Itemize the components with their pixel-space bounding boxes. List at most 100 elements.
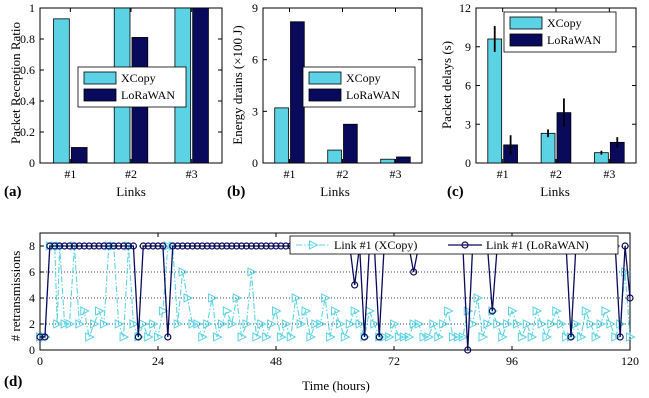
point-xcopy	[439, 319, 449, 329]
point-xcopy	[326, 332, 336, 342]
y-tick-label: 0	[252, 156, 258, 170]
bar-lorawan-1	[70, 147, 88, 164]
point-xcopy	[306, 332, 317, 342]
point-xcopy	[512, 319, 523, 329]
x-tick-label: 72	[388, 354, 400, 368]
point-xcopy	[291, 293, 302, 303]
point-xcopy	[222, 306, 233, 316]
point-xcopy	[213, 332, 223, 342]
point-xcopy	[90, 319, 100, 329]
point-lorawan	[178, 242, 187, 250]
panel-c-legend: XCopy LoRaWAN	[503, 11, 617, 53]
bar-xcopy-3	[380, 158, 395, 164]
point-xcopy	[498, 332, 508, 342]
legend-label: XCopy	[547, 16, 582, 30]
point-xcopy	[139, 319, 149, 329]
point-lorawan	[110, 242, 118, 250]
point-xcopy	[409, 319, 420, 329]
x-tick-label: #3	[390, 167, 402, 181]
point-xcopy	[95, 306, 105, 316]
point-lorawan	[46, 242, 54, 250]
point-xcopy	[596, 319, 607, 329]
panel-c-y-ticks: 0 3 6 9 12	[459, 1, 636, 170]
point-lorawan	[223, 242, 231, 250]
point-lorawan	[134, 333, 142, 341]
point-xcopy	[571, 319, 582, 329]
legend-label: Link #1 (LoRaWAN)	[486, 238, 589, 252]
point-xcopy	[424, 332, 435, 342]
point-xcopy	[188, 319, 199, 329]
point-xcopy	[429, 319, 439, 329]
series-line-xcopy	[40, 245, 631, 340]
point-lorawan	[262, 242, 270, 250]
point-lorawan	[115, 242, 123, 250]
point-lorawan	[410, 268, 418, 276]
point-xcopy	[183, 293, 194, 303]
point-xcopy	[262, 332, 272, 342]
point-xcopy	[576, 332, 587, 342]
point-xcopy	[144, 332, 154, 342]
point-xcopy	[483, 319, 494, 329]
panel-c-bars	[487, 26, 625, 164]
point-lorawan	[60, 242, 69, 250]
point-xcopy	[340, 332, 351, 342]
point-xcopy	[60, 319, 71, 329]
point-xcopy	[85, 332, 95, 342]
panel-b-legend: XCopy LoRaWAN	[302, 66, 416, 108]
legend-swatch-xcopy	[83, 71, 117, 85]
point-lorawan	[144, 242, 152, 250]
legend-marker-xcopy	[309, 240, 319, 250]
point-lorawan	[233, 242, 241, 250]
point-xcopy	[252, 332, 262, 342]
legend-label: XCopy	[121, 71, 156, 85]
x-tick-label: #2	[337, 167, 349, 181]
point-lorawan	[90, 242, 98, 250]
point-xcopy	[419, 332, 430, 342]
legend-label: LoRaWAN	[121, 88, 175, 102]
point-xcopy	[154, 332, 164, 342]
point-xcopy	[163, 241, 174, 251]
point-lorawan	[282, 242, 290, 250]
point-xcopy	[542, 332, 553, 342]
point-lorawan	[36, 333, 44, 341]
point-lorawan	[228, 242, 236, 250]
legend-swatch-lorawan	[83, 88, 117, 102]
point-xcopy	[399, 332, 410, 342]
y-tick-label: 9	[252, 1, 258, 15]
point-xcopy	[449, 332, 459, 342]
point-xcopy	[232, 293, 243, 303]
point-lorawan	[164, 333, 172, 341]
panel-a-y-ticks: 0 0.2 0.4 0.6 0.8 1	[20, 1, 222, 170]
y-tick-label: 0	[29, 343, 35, 357]
point-xcopy	[75, 319, 85, 329]
panel-a-y-axis-label: Packet Reception Ratio	[8, 22, 23, 144]
panel-d-x-ticks: 0 24 48 72 96 120	[37, 233, 639, 368]
legend-label: Link #1 (XCopy)	[334, 238, 417, 252]
panel-a-x-ticks: #1 #2 #3	[64, 8, 198, 181]
bar-lorawan-2	[343, 123, 358, 164]
legend-marker-lorawan	[461, 241, 469, 249]
legend-label: LoRaWAN	[547, 33, 601, 47]
x-tick-label: 0	[37, 354, 43, 368]
x-tick-label: #2	[125, 167, 137, 181]
point-lorawan	[626, 294, 634, 302]
legend-label: XCopy	[346, 71, 381, 85]
point-lorawan	[149, 242, 157, 250]
point-lorawan	[237, 242, 246, 250]
point-xcopy	[355, 319, 366, 329]
series-xcopy	[36, 241, 636, 342]
point-xcopy	[527, 332, 538, 342]
bar-xcopy-1	[53, 18, 70, 164]
x-tick-label: #2	[550, 167, 562, 181]
point-xcopy	[237, 332, 248, 342]
legend-swatch-lorawan	[509, 33, 543, 47]
point-xcopy	[149, 319, 159, 329]
point-lorawan	[75, 242, 83, 250]
y-tick-label: 9	[465, 40, 471, 54]
point-lorawan	[267, 242, 275, 250]
point-xcopy	[129, 319, 140, 329]
point-xcopy	[193, 319, 203, 329]
point-xcopy	[621, 267, 631, 277]
